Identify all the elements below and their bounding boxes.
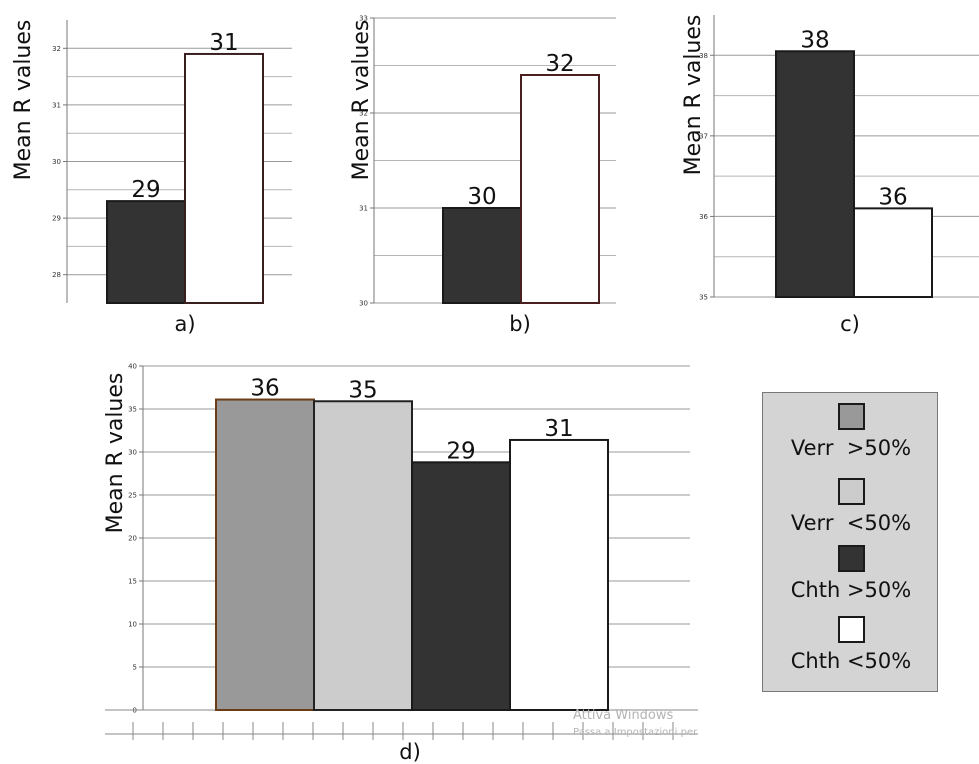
panel-c-data-label-2: 36: [878, 184, 907, 210]
panel-b-tick-label: 32: [359, 110, 368, 118]
legend-item-chth-above: Chth >50%: [763, 545, 939, 602]
panel-d-bar-1: [215, 398, 315, 711]
legend-label-verr-above: Verr >50%: [790, 436, 912, 460]
panel-c-caption: c): [840, 312, 860, 336]
legend-label-chth-below: Chth <50%: [790, 649, 912, 673]
panel-b-tick-label: 33: [359, 15, 368, 23]
panel-b-data-label-1: 30: [467, 184, 496, 210]
panel-d-caption: d): [399, 740, 421, 764]
legend-item-chth-below: Chth <50%: [763, 616, 939, 673]
panel-c-tick-label: 36: [699, 213, 708, 221]
panel-a-tick-label: 31: [52, 101, 61, 109]
panel-c-data-label-1: 38: [800, 27, 829, 53]
panel-d-bar-4: [509, 438, 609, 711]
legend-label-chth-above: Chth >50%: [790, 578, 912, 602]
panel-a-y-axis-label: Mean R values: [11, 20, 36, 181]
panel-a-tick-label: 29: [52, 215, 61, 223]
legend: Verr >50% Verr <50% Chth >50% Chth <50%: [762, 392, 938, 692]
panel-b-bar-1: [442, 207, 522, 304]
panel-b-data-label-2: 32: [545, 51, 574, 77]
panel-b-tick-label: 30: [359, 300, 368, 308]
panel-c-tick-label: 35: [699, 294, 708, 302]
legend-swatch-verr-below: [837, 478, 865, 505]
panel-c-tick-label: 37: [699, 132, 708, 140]
panel-a-data-label-2: 31: [209, 30, 238, 56]
legend-label-verr-below: Verr <50%: [790, 511, 912, 535]
panel-d-data-label-4: 31: [544, 416, 573, 442]
panel-d-tick-label: 5: [133, 664, 137, 672]
panel-a-tick-label: 32: [52, 45, 61, 53]
legend-item-verr-above: Verr >50%: [763, 403, 939, 460]
legend-item-verr-below: Verr <50%: [763, 478, 939, 535]
panel-b-caption: b): [509, 312, 531, 336]
panel-d-data-label-3: 29: [446, 438, 475, 464]
panel-c-bar-2: [853, 207, 933, 298]
panel-c-tick-label: 38: [699, 52, 708, 60]
panel-d-tick-label: 30: [128, 449, 137, 457]
panel-c-y-axis-label: Mean R values: [681, 15, 706, 176]
panel-a-bar-1: [106, 200, 186, 304]
panel-a-tick-label: 30: [52, 158, 61, 166]
panel-d-tick-label: 15: [128, 578, 137, 586]
panel-b-bar-2: [520, 74, 600, 304]
panel-a-data-label-1: 29: [131, 177, 160, 203]
panel-b-tick-label: 31: [359, 205, 368, 213]
panel-d-y-axis-label: Mean R values: [103, 373, 128, 534]
watermark-subtitle: Passa a Impostazioni per: [573, 727, 698, 738]
panel-d-tick-label: 10: [128, 621, 137, 629]
panel-b-y-axis-label: Mean R values: [349, 20, 374, 181]
watermark-title: Attiva Windows: [573, 708, 674, 723]
panel-d-data-label-1: 36: [250, 376, 279, 402]
panel-d-tick-label: 25: [128, 492, 137, 500]
legend-swatch-chth-below: [837, 616, 865, 643]
legend-swatch-verr-above: [837, 403, 865, 430]
legend-swatch-chth-above: [837, 545, 865, 572]
panel-d-data-label-2: 35: [348, 377, 377, 403]
panel-d-tick-label: 20: [128, 535, 137, 543]
panel-d-tick-label: 40: [128, 363, 137, 371]
panel-d-bar-2: [313, 400, 413, 711]
panel-d-tick-label: 35: [128, 406, 137, 414]
panel-d-bar-3: [411, 461, 511, 711]
panel-a-tick-label: 28: [52, 271, 61, 279]
panel-a-bar-2: [184, 52, 264, 304]
panel-c-bar-1: [775, 50, 855, 298]
panel-a-caption: a): [174, 312, 195, 336]
